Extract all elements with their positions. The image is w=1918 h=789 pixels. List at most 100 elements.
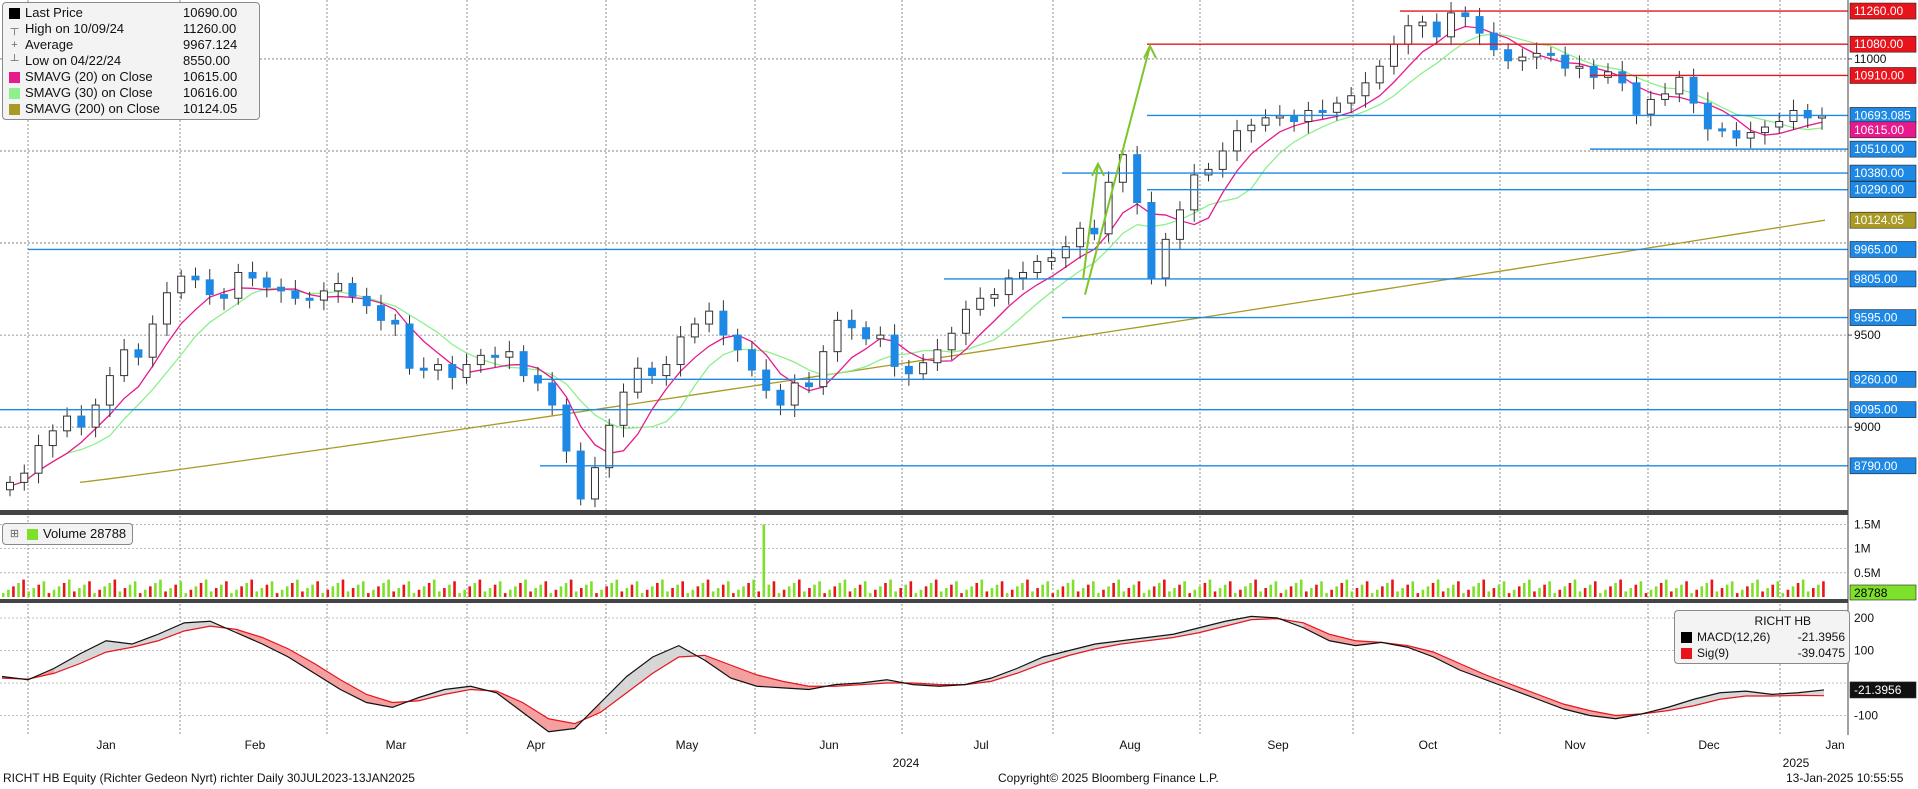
candle bbox=[605, 424, 614, 469]
volume-bar bbox=[1066, 582, 1070, 597]
price-chip bbox=[1849, 164, 1917, 182]
trend-arrow bbox=[1082, 163, 1099, 280]
price-chip bbox=[1849, 121, 1917, 139]
macd-fill bbox=[1121, 637, 1148, 644]
volume-bar bbox=[701, 582, 705, 597]
volume-bar bbox=[1391, 579, 1394, 597]
volume-bar bbox=[792, 582, 796, 597]
volume-bar bbox=[1401, 588, 1404, 597]
volume-bar bbox=[727, 581, 730, 597]
volume-bar bbox=[245, 582, 248, 597]
volume-bar bbox=[42, 581, 46, 597]
volume-bar bbox=[803, 591, 806, 597]
price-chip bbox=[1849, 211, 1917, 229]
volume-bar bbox=[1801, 579, 1805, 597]
volume-bar bbox=[367, 593, 370, 597]
price-chip bbox=[1849, 241, 1917, 258]
volume-tick-label: 0.5M bbox=[1854, 566, 1881, 580]
volume-bar bbox=[1452, 584, 1455, 597]
year-label: 2024 bbox=[893, 756, 920, 770]
volume-bar bbox=[1274, 581, 1278, 597]
volume-bar bbox=[402, 584, 406, 597]
volume-bar bbox=[889, 579, 892, 597]
volume-bar bbox=[1370, 593, 1374, 597]
volume-bar bbox=[336, 582, 340, 597]
candle bbox=[1447, 12, 1456, 38]
macd-fill bbox=[340, 679, 367, 703]
candle bbox=[1061, 246, 1070, 259]
candle bbox=[1818, 115, 1826, 119]
legend-value: 8550.00 bbox=[183, 53, 230, 68]
macd-fill bbox=[522, 702, 549, 732]
legend-value: 10615.00 bbox=[183, 69, 238, 84]
macd-fill bbox=[366, 694, 393, 708]
candle bbox=[105, 375, 114, 406]
volume-bar bbox=[1735, 593, 1739, 597]
legend-label: SMAVG (30) on Close bbox=[25, 85, 153, 100]
macd-fill bbox=[730, 665, 757, 687]
volume-bar bbox=[1426, 586, 1430, 597]
volume-bar bbox=[240, 586, 243, 597]
candle bbox=[20, 472, 29, 483]
macd-tick-label: 100 bbox=[1854, 644, 1874, 658]
x-tick-label: Jan bbox=[96, 738, 115, 752]
signal-label: Sig(9) bbox=[1697, 646, 1730, 660]
volume-bar bbox=[554, 589, 558, 597]
candle bbox=[77, 415, 86, 428]
volume-bar bbox=[1817, 584, 1820, 597]
candle bbox=[762, 369, 771, 391]
volume-bar bbox=[620, 591, 624, 597]
x-tick-label: Sep bbox=[1267, 738, 1289, 752]
volume-bar bbox=[128, 584, 132, 597]
volume-bar bbox=[767, 584, 771, 597]
volume-bar bbox=[280, 589, 284, 597]
volume-bar bbox=[1092, 581, 1095, 597]
volume-bar bbox=[1533, 591, 1536, 597]
volume-bar bbox=[737, 589, 740, 597]
x-tick-label: Jul bbox=[973, 738, 988, 752]
x-tick-label: Mar bbox=[386, 738, 407, 752]
price-legend: Last Price 10690.00 ┬ High on 10/09/24 11260… bbox=[2, 2, 260, 120]
candle bbox=[34, 445, 43, 474]
volume-bar bbox=[1264, 588, 1268, 597]
macd-fill bbox=[54, 653, 81, 674]
legend-row: SMAVG (200) on Close 10124.05 bbox=[7, 101, 255, 117]
macd-fill bbox=[288, 648, 315, 674]
volume-bar bbox=[2, 593, 5, 597]
volume-bar bbox=[995, 584, 999, 597]
average-marker-icon: + bbox=[11, 39, 18, 51]
volume-bar bbox=[1705, 582, 1709, 597]
volume-bar bbox=[742, 586, 745, 597]
footer-security: RICHT HB Equity (Richter Gedeon Nyrt) ri… bbox=[3, 771, 415, 785]
volume-bar bbox=[407, 581, 411, 597]
x-tick-label: Nov bbox=[1564, 738, 1585, 752]
volume-bar bbox=[463, 589, 466, 597]
macd-fill bbox=[548, 718, 575, 732]
volume-bar bbox=[1467, 589, 1470, 597]
candle bbox=[1418, 21, 1427, 27]
volume-bar bbox=[939, 591, 943, 597]
volume-bar bbox=[1431, 582, 1435, 597]
volume-bar bbox=[382, 582, 385, 597]
macd-chip bbox=[1849, 681, 1917, 699]
volume-bar bbox=[924, 586, 928, 597]
x-tick-label: May bbox=[676, 738, 699, 752]
candle bbox=[662, 364, 671, 377]
volume-bar bbox=[209, 591, 213, 597]
collapse-icon[interactable]: ⊞ bbox=[9, 528, 20, 540]
volume-bar bbox=[493, 584, 497, 597]
y-tick-label: 11000 bbox=[1854, 52, 1887, 66]
volume-bar bbox=[1644, 593, 1648, 597]
candle bbox=[1618, 71, 1627, 84]
y-tick-label: 9500 bbox=[1854, 328, 1881, 342]
price-chip-label: 11080.00 bbox=[1854, 37, 1903, 51]
volume-bar bbox=[1188, 593, 1191, 597]
volume-bar bbox=[564, 582, 568, 597]
volume-bar bbox=[1675, 588, 1678, 597]
candle bbox=[562, 404, 571, 452]
macd-label: MACD(12,26) bbox=[1697, 630, 1771, 644]
candle bbox=[619, 391, 628, 426]
volume-bar bbox=[143, 589, 147, 597]
volume-bar bbox=[1568, 582, 1572, 597]
volume-bar bbox=[255, 591, 259, 597]
